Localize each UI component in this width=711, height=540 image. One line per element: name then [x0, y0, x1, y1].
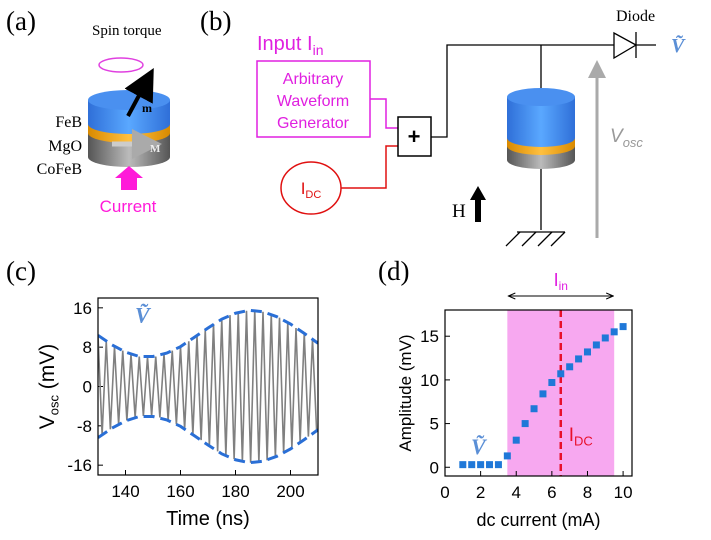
wire: [341, 145, 398, 189]
y-tick-label: -8: [77, 417, 92, 436]
data-point: [548, 379, 556, 387]
field-label: H: [452, 201, 466, 222]
plot-frame: [444, 309, 633, 477]
x-tick-label: 140: [111, 482, 139, 501]
data-point: [503, 452, 511, 460]
x-tick-label: 180: [221, 482, 249, 501]
diode-label: Diode: [616, 8, 655, 25]
x-tick-label: 200: [276, 482, 304, 501]
idc-label: IDC: [301, 179, 322, 201]
x-tick-label: 6: [547, 483, 556, 502]
label: Current: [100, 197, 157, 216]
data-point: [512, 436, 520, 444]
mtj-cylinder: [88, 57, 170, 190]
x-tick-label: 8: [583, 483, 592, 502]
diode: [613, 31, 656, 60]
data-point: [468, 461, 476, 469]
y-tick-label: 16: [73, 299, 92, 318]
vosc-label: Vosc: [610, 126, 643, 150]
y-tick-label: 8: [83, 338, 92, 357]
panel-b: (b) Input Iin Arbitrary Waveform Generat…: [200, 6, 686, 247]
data-point: [583, 348, 591, 356]
input-label: Input Iin: [257, 33, 324, 58]
data-point: [494, 461, 502, 469]
generator-label: Arbitrary: [283, 71, 343, 88]
range-label: Iin: [554, 270, 568, 293]
annotation: Ṽ: [471, 434, 488, 459]
annotation: Ṽ: [135, 303, 152, 328]
layer-label: MgO: [48, 138, 82, 155]
y-axis-label: Amplitude (mV): [396, 334, 415, 451]
plot-frame: [97, 297, 319, 476]
x-tick-label: 0: [440, 483, 449, 502]
x-axis-label: Time (ns): [166, 508, 250, 530]
envelope: [98, 308, 318, 359]
y-tick-label: 0: [83, 378, 92, 397]
y-tick-label: 15: [420, 327, 439, 346]
idc-label: IDC: [569, 425, 593, 449]
x-tick-label: 4: [512, 483, 521, 502]
layer-label: CoFeB: [37, 161, 82, 178]
y-tick-label: 10: [420, 371, 439, 390]
data-point: [575, 355, 583, 363]
panel-a: (a) Spin torque m M FeB MgO CoFeB Curren…: [6, 6, 170, 216]
label: m: [142, 101, 152, 115]
data-point: [477, 461, 485, 469]
data-point: [592, 341, 600, 349]
data-point: [566, 363, 574, 371]
data-point: [557, 370, 565, 378]
field-arrow: [470, 186, 486, 222]
data-point: [521, 420, 529, 428]
output-label: Ṽ: [671, 34, 686, 57]
envelope: [98, 414, 318, 465]
wire: [431, 44, 614, 233]
idc-source: [280, 161, 342, 215]
x-axis-label: dc current (mA): [476, 510, 600, 530]
panel-label: (d): [378, 256, 409, 286]
mtj-cylinder: [507, 88, 575, 169]
wire: [370, 98, 398, 129]
generator-label: Waveform: [277, 93, 349, 110]
label: M: [150, 143, 161, 155]
layer-label: FeB: [55, 114, 82, 131]
signal-line: [98, 310, 318, 463]
data-point: [601, 334, 609, 342]
y-axis-label: Vosc (mV): [36, 344, 62, 430]
data-point: [610, 328, 618, 336]
y-tick-label: 0: [430, 458, 439, 477]
data-point: [486, 461, 494, 469]
x-tick-label: 10: [614, 483, 633, 502]
panel-label: (c): [6, 256, 36, 286]
data-point: [619, 323, 627, 331]
generator-box: [256, 60, 371, 138]
data-point: [539, 390, 547, 398]
panel-label: (a): [6, 6, 36, 36]
x-tick-label: 2: [476, 483, 485, 502]
y-tick-label: 5: [430, 415, 439, 434]
data-point: [459, 461, 467, 469]
y-tick-label: -16: [67, 456, 92, 475]
adder-box: [397, 116, 432, 157]
panel-label: (b): [200, 6, 231, 36]
data-point: [530, 405, 538, 413]
label: Spin torque: [92, 23, 162, 39]
x-tick-label: 160: [166, 482, 194, 501]
ground: [505, 231, 566, 247]
generator-label: Generator: [277, 115, 350, 132]
adder-label: +: [408, 124, 421, 149]
